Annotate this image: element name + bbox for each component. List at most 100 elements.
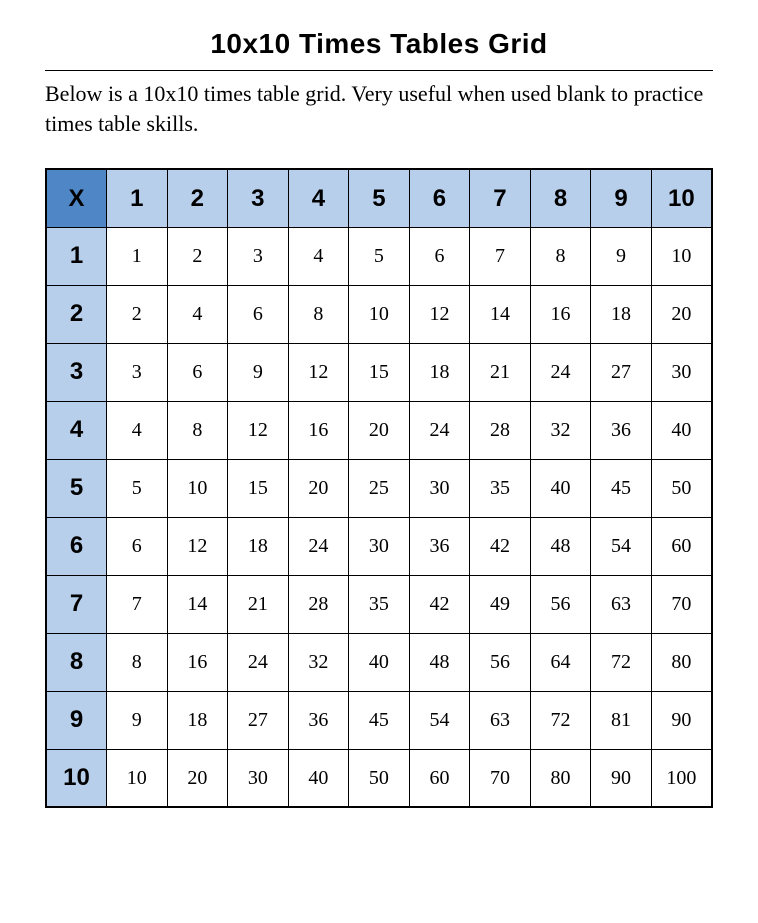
table-cell: 12 bbox=[228, 401, 289, 459]
table-cell: 8 bbox=[107, 633, 168, 691]
table-cell: 28 bbox=[288, 575, 349, 633]
table-cell: 6 bbox=[228, 285, 289, 343]
table-cell: 24 bbox=[409, 401, 470, 459]
row-header: 9 bbox=[46, 691, 107, 749]
table-cell: 10 bbox=[107, 749, 168, 807]
table-cell: 48 bbox=[409, 633, 470, 691]
col-header: 2 bbox=[167, 169, 228, 227]
table-cell: 20 bbox=[651, 285, 712, 343]
table-cell: 12 bbox=[167, 517, 228, 575]
row-header: 1 bbox=[46, 227, 107, 285]
table-cell: 63 bbox=[591, 575, 652, 633]
table-cell: 3 bbox=[228, 227, 289, 285]
table-cell: 24 bbox=[530, 343, 591, 401]
table-cell: 16 bbox=[167, 633, 228, 691]
table-cell: 14 bbox=[470, 285, 531, 343]
table-cell: 8 bbox=[530, 227, 591, 285]
table-cell: 48 bbox=[530, 517, 591, 575]
corner-cell: X bbox=[46, 169, 107, 227]
table-cell: 6 bbox=[409, 227, 470, 285]
table-cell: 72 bbox=[530, 691, 591, 749]
table-cell: 15 bbox=[349, 343, 410, 401]
table-cell: 27 bbox=[591, 343, 652, 401]
table-cell: 18 bbox=[228, 517, 289, 575]
table-cell: 18 bbox=[167, 691, 228, 749]
table-row: 7 7 14 21 28 35 42 49 56 63 70 bbox=[46, 575, 712, 633]
row-header: 6 bbox=[46, 517, 107, 575]
row-header: 10 bbox=[46, 749, 107, 807]
table-cell: 30 bbox=[651, 343, 712, 401]
table-cell: 21 bbox=[470, 343, 531, 401]
table-cell: 80 bbox=[651, 633, 712, 691]
table-cell: 9 bbox=[228, 343, 289, 401]
row-header: 8 bbox=[46, 633, 107, 691]
table-cell: 27 bbox=[228, 691, 289, 749]
table-cell: 35 bbox=[349, 575, 410, 633]
table-cell: 42 bbox=[409, 575, 470, 633]
table-row: 1 1 2 3 4 5 6 7 8 9 10 bbox=[46, 227, 712, 285]
table-cell: 30 bbox=[349, 517, 410, 575]
table-cell: 12 bbox=[409, 285, 470, 343]
table-cell: 8 bbox=[167, 401, 228, 459]
table-cell: 12 bbox=[288, 343, 349, 401]
table-cell: 24 bbox=[228, 633, 289, 691]
col-header: 7 bbox=[470, 169, 531, 227]
table-cell: 3 bbox=[107, 343, 168, 401]
table-cell: 36 bbox=[409, 517, 470, 575]
table-cell: 54 bbox=[591, 517, 652, 575]
table-cell: 40 bbox=[530, 459, 591, 517]
table-cell: 30 bbox=[228, 749, 289, 807]
row-header: 4 bbox=[46, 401, 107, 459]
table-cell: 40 bbox=[651, 401, 712, 459]
table-cell: 56 bbox=[470, 633, 531, 691]
row-header: 3 bbox=[46, 343, 107, 401]
table-row: 4 4 8 12 16 20 24 28 32 36 40 bbox=[46, 401, 712, 459]
row-header: 7 bbox=[46, 575, 107, 633]
table-cell: 32 bbox=[530, 401, 591, 459]
table-cell: 4 bbox=[107, 401, 168, 459]
table-cell: 15 bbox=[228, 459, 289, 517]
table-cell: 7 bbox=[470, 227, 531, 285]
table-cell: 40 bbox=[288, 749, 349, 807]
table-cell: 90 bbox=[591, 749, 652, 807]
table-cell: 35 bbox=[470, 459, 531, 517]
col-header: 9 bbox=[591, 169, 652, 227]
table-cell: 63 bbox=[470, 691, 531, 749]
table-cell: 45 bbox=[591, 459, 652, 517]
table-row: 5 5 10 15 20 25 30 35 40 45 50 bbox=[46, 459, 712, 517]
table-cell: 30 bbox=[409, 459, 470, 517]
table-cell: 2 bbox=[167, 227, 228, 285]
table-cell: 4 bbox=[167, 285, 228, 343]
table-cell: 60 bbox=[409, 749, 470, 807]
table-cell: 25 bbox=[349, 459, 410, 517]
col-header: 10 bbox=[651, 169, 712, 227]
table-cell: 7 bbox=[107, 575, 168, 633]
table-row: 10 10 20 30 40 50 60 70 80 90 100 bbox=[46, 749, 712, 807]
table-cell: 54 bbox=[409, 691, 470, 749]
table-cell: 20 bbox=[167, 749, 228, 807]
table-cell: 18 bbox=[409, 343, 470, 401]
table-cell: 32 bbox=[288, 633, 349, 691]
row-header: 2 bbox=[46, 285, 107, 343]
col-header: 8 bbox=[530, 169, 591, 227]
table-row: 3 3 6 9 12 15 18 21 24 27 30 bbox=[46, 343, 712, 401]
table-row: 2 2 4 6 8 10 12 14 16 18 20 bbox=[46, 285, 712, 343]
row-header: 5 bbox=[46, 459, 107, 517]
times-table: X 1 2 3 4 5 6 7 8 9 10 1 1 2 3 4 5 6 bbox=[45, 168, 713, 808]
table-cell: 50 bbox=[349, 749, 410, 807]
table-body: 1 1 2 3 4 5 6 7 8 9 10 2 2 4 6 8 10 12 1… bbox=[46, 227, 712, 807]
table-cell: 49 bbox=[470, 575, 531, 633]
table-cell: 72 bbox=[591, 633, 652, 691]
table-cell: 36 bbox=[288, 691, 349, 749]
table-cell: 21 bbox=[228, 575, 289, 633]
title-divider bbox=[45, 70, 713, 71]
table-cell: 14 bbox=[167, 575, 228, 633]
table-cell: 40 bbox=[349, 633, 410, 691]
table-cell: 6 bbox=[107, 517, 168, 575]
page: 10x10 Times Tables Grid Below is a 10x10… bbox=[0, 0, 758, 848]
table-cell: 9 bbox=[591, 227, 652, 285]
table-cell: 10 bbox=[349, 285, 410, 343]
table-row: 8 8 16 24 32 40 48 56 64 72 80 bbox=[46, 633, 712, 691]
table-cell: 56 bbox=[530, 575, 591, 633]
table-cell: 16 bbox=[288, 401, 349, 459]
